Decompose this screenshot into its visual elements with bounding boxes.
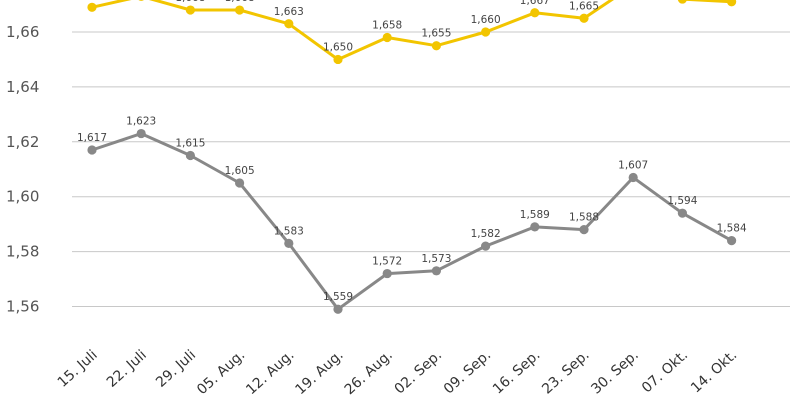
data-point-serie-gelb-9 (530, 8, 540, 18)
y-tick-label: 1,62 (6, 133, 39, 151)
series-lines (87, 0, 737, 314)
data-point-serie-gelb-10 (579, 13, 589, 23)
data-point-serie-grau-9 (530, 222, 540, 232)
data-point-serie-grau-1 (136, 128, 146, 139)
data-labels: 1,669 1,668 1,668 1,663 1,650 1,658 1,655 1,660… (77, 0, 747, 303)
data-label: 1,667 (520, 0, 550, 7)
data-label: 1,588 (569, 212, 599, 224)
data-label: 1,589 (520, 209, 550, 221)
x-tick-label: 30. Sep. (588, 347, 641, 397)
x-tick-label: 15. Juli (55, 347, 101, 391)
data-label: 1,668 (175, 0, 205, 4)
data-point-serie-gelb-8 (481, 27, 491, 37)
data-point-serie-grau-4 (284, 238, 294, 248)
data-label: 1,583 (274, 225, 304, 237)
data-point-serie-grau-3 (235, 178, 245, 188)
gridlines (72, 31, 790, 307)
data-point-serie-gelb-6 (382, 32, 392, 43)
data-label: 1,605 (225, 165, 255, 177)
x-tick-label: 26. Aug. (342, 347, 396, 398)
x-tick-label: 14. Okt. (688, 347, 740, 396)
data-point-serie-gelb-4 (284, 19, 294, 29)
data-label: 1,582 (471, 228, 501, 240)
data-label: 1,655 (421, 28, 451, 40)
y-tick-label: 1,66 (6, 23, 39, 41)
data-label: 1,668 (225, 0, 255, 4)
data-point-serie-grau-11 (628, 172, 638, 183)
data-label: 1,663 (274, 6, 304, 18)
data-label: 1,584 (717, 223, 747, 235)
data-point-serie-gelb-7 (431, 41, 441, 51)
data-point-serie-gelb-5 (333, 54, 343, 65)
data-point-serie-gelb-3 (235, 5, 245, 15)
series-line-serie-gelb (90, 0, 734, 61)
data-point-serie-grau-6 (382, 268, 392, 279)
data-point-serie-grau-10 (579, 225, 589, 235)
y-tick-label: 1,56 (6, 298, 39, 316)
x-tick-label: 05. Aug. (194, 347, 248, 398)
x-tick-label: 02. Sep. (392, 347, 445, 397)
y-tick-label: 1,58 (6, 243, 39, 261)
x-tick-label: 09. Sep. (441, 347, 494, 397)
data-label: 1,559 (323, 291, 353, 303)
x-tick-label: 12. Aug. (243, 347, 297, 398)
data-label: 1,594 (667, 195, 697, 207)
data-point-serie-grau-5 (333, 304, 343, 314)
x-tick-label: 16. Sep. (490, 347, 543, 397)
x-tick-label: 23. Sep. (539, 347, 592, 397)
x-tick-label: 29. Juli (153, 347, 199, 391)
data-point-serie-grau-7 (431, 266, 441, 276)
data-point-serie-grau-12 (677, 208, 688, 218)
y-tick-label: 1,64 (6, 78, 39, 96)
data-point-serie-gelb-2 (185, 5, 195, 15)
x-tick-label: 22. Juli (104, 347, 150, 391)
data-point-serie-gelb-0 (87, 2, 97, 12)
data-label: 1,669 (77, 0, 107, 1)
data-point-serie-grau-0 (87, 145, 97, 155)
data-point-serie-grau-13 (727, 236, 737, 246)
data-label: 1,607 (618, 159, 648, 171)
data-label: 1,617 (77, 132, 107, 144)
data-label: 1,665 (569, 0, 599, 12)
data-point-serie-gelb-12 (677, 0, 687, 4)
y-axis-ticks: 1,56 1,58 1,60 1,62 1,64 1,66 (6, 23, 39, 316)
data-label: 1,658 (372, 19, 402, 31)
data-point-serie-gelb-13 (727, 0, 737, 7)
data-label: 1,615 (175, 138, 205, 150)
x-tick-label: 19. Aug. (292, 347, 346, 398)
data-point-serie-grau-2 (185, 150, 195, 161)
data-point-serie-grau-8 (481, 241, 491, 251)
x-tick-label: 07. Okt. (639, 347, 691, 396)
data-label: 1,623 (126, 116, 156, 128)
data-label: 1,573 (421, 253, 451, 265)
series-line-serie-grau (90, 132, 734, 311)
y-tick-label: 1,60 (6, 188, 39, 206)
data-label: 1,660 (471, 14, 501, 26)
data-label: 1,650 (323, 41, 353, 53)
data-point-serie-gelb-1 (138, 0, 144, 1)
data-label: 1,572 (372, 256, 402, 268)
